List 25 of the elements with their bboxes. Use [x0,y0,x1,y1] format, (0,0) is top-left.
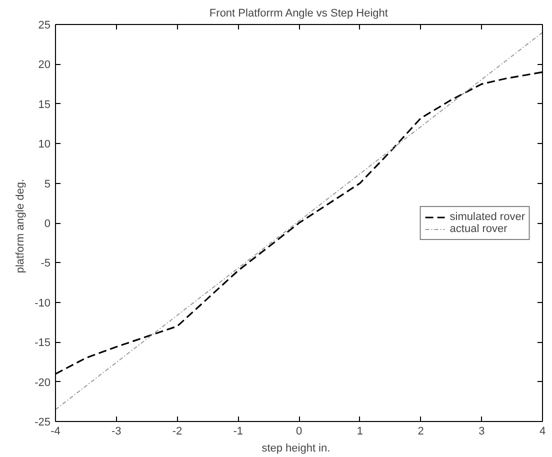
legend-label: simulated rover [450,210,525,222]
x-tick-label: 0 [296,426,302,438]
y-tick-label: 15 [38,98,51,111]
y-tick-label: 10 [38,138,51,151]
x-axis-title: step height in. [262,442,330,454]
y-tick-label: 20 [38,59,51,72]
x-tick-label: -3 [111,426,122,438]
y-tick-label: 5 [44,178,51,190]
x-tick-label: -2 [172,426,182,438]
legend-label: actual rover [450,222,508,234]
y-tick-label: -15 [34,337,51,350]
y-tick-label: 25 [38,20,51,32]
x-tick-label: 2 [418,426,424,438]
x-tick-label: -4 [50,426,60,438]
y-tick-label: -10 [34,297,51,310]
x-tick-label: 3 [478,426,485,438]
x-tick-label: -1 [233,426,244,438]
x-tick-label: 4 [539,426,546,438]
chart-title: Front Platforrm Angle vs Step Height [209,8,388,20]
y-tick-label: -20 [34,376,51,389]
y-tick-label: -25 [34,416,51,428]
y-tick-label: -5 [40,258,50,270]
x-tick-label: 1 [356,426,363,438]
y-tick-label: 0 [44,218,51,230]
y-axis-title: platform angle deg. [14,178,27,274]
